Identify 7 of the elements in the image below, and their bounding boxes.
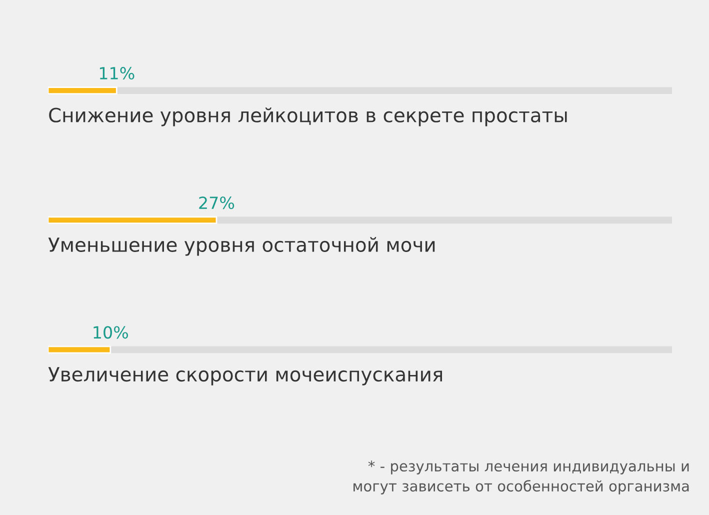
y-tick-label: Увеличение скорости мочеиспускания [48,367,442,386]
data-label: 27% [199,196,234,210]
text: * - результаты лечения индивидуальны и могут зависеть от особенностей организма [354,460,689,494]
data-label: 10% [94,326,128,339]
data-label: 11% [100,66,134,80]
y-tick-label: Снижение уровня лейкоцитов в секрете простаты [49,107,567,126]
y-tick-label: Уменьшение уровня остаточной мочи [48,237,435,256]
